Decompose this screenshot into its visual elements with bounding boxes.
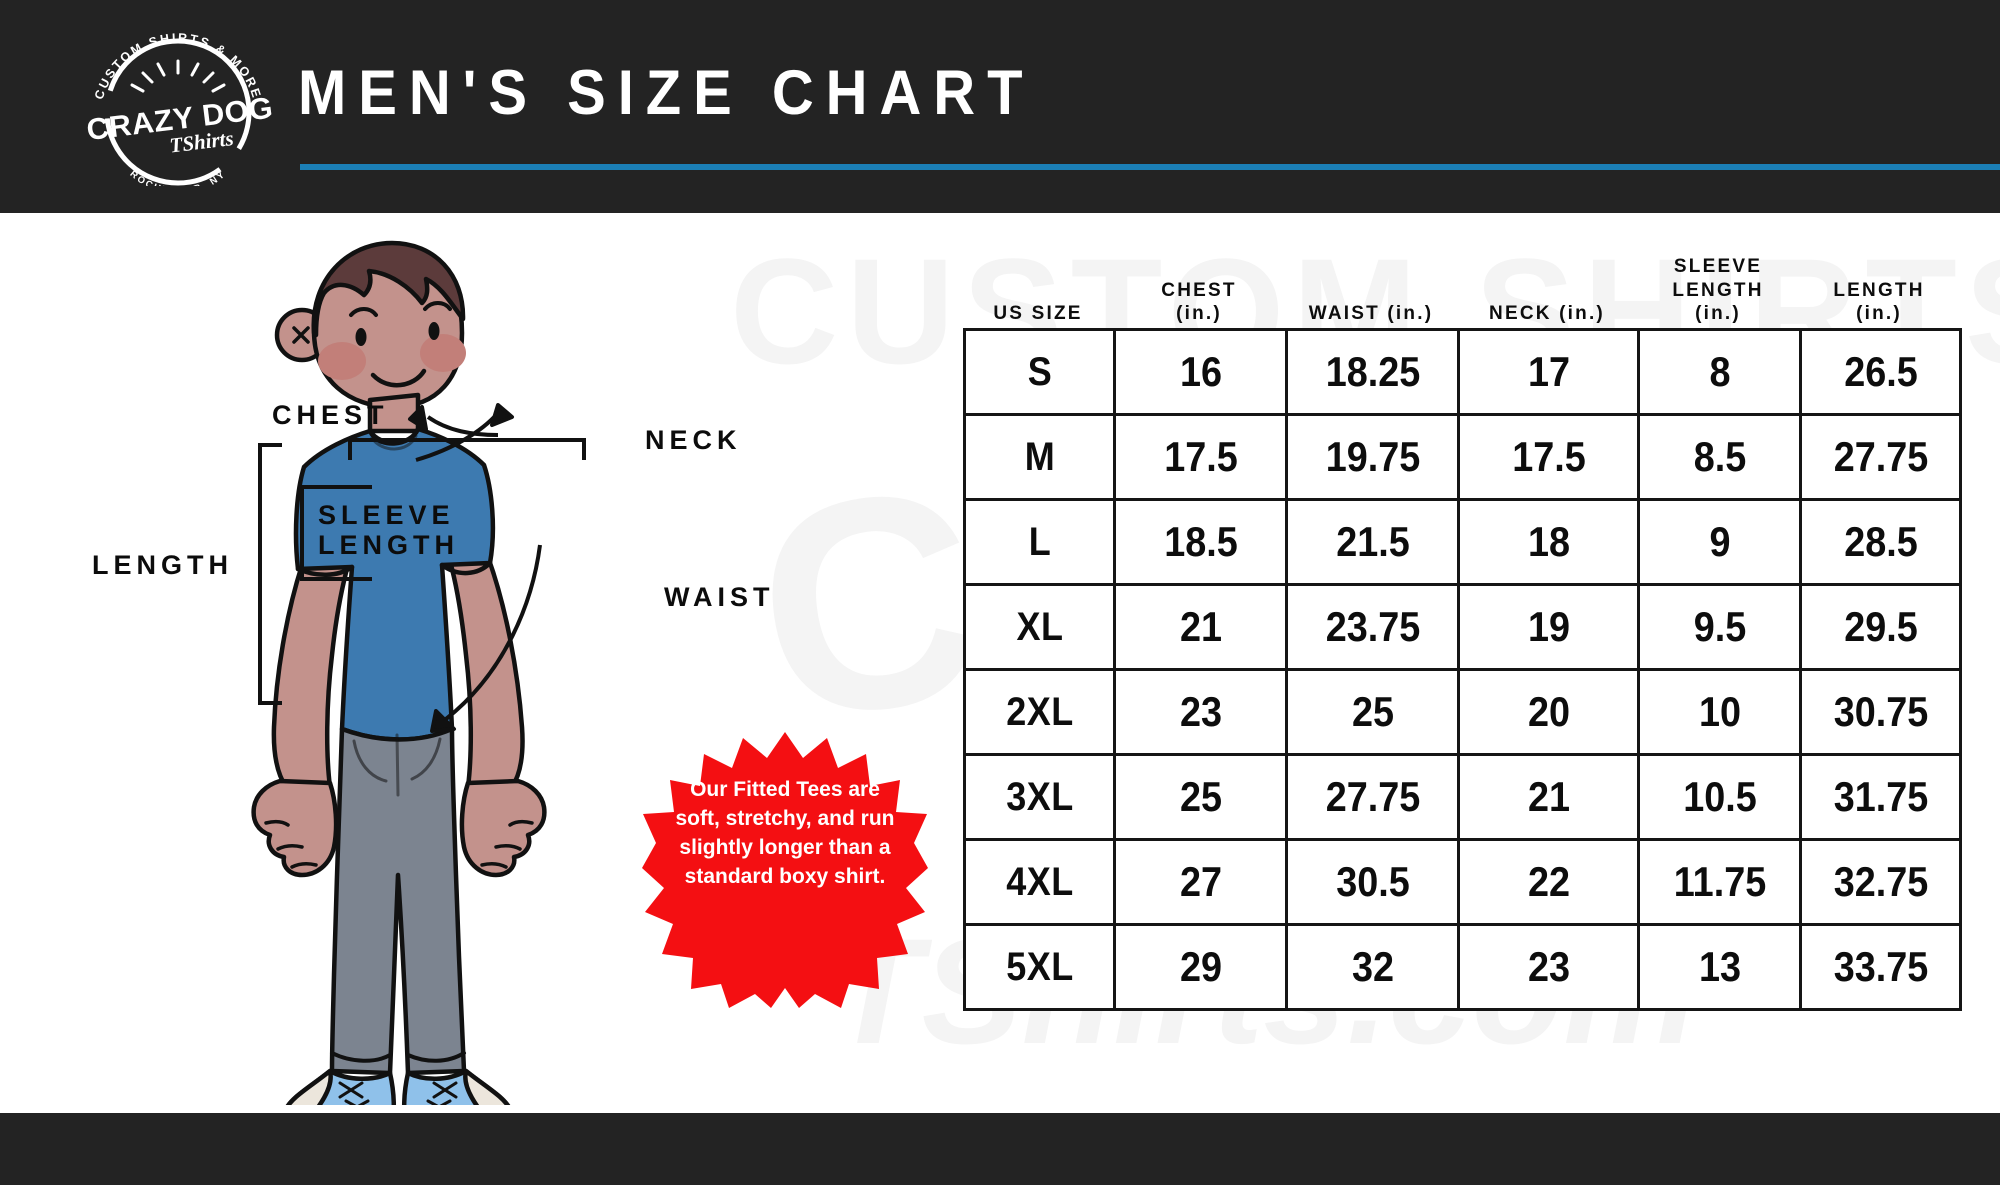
waist-arrow — [444, 544, 542, 721]
label-sleeve-length-line1: SLEEVE — [318, 500, 455, 530]
column-header-us-size: US SIZE — [993, 303, 1083, 325]
sleeve-bracket — [300, 485, 372, 581]
starburst-shape — [642, 732, 928, 1008]
cell-chest: 18.5 — [1121, 498, 1280, 586]
cell-waist: 25 — [1293, 668, 1452, 756]
cell-size: S — [970, 328, 1109, 416]
cell-neck: 18 — [1466, 498, 1631, 586]
cell-neck: 19 — [1466, 583, 1631, 671]
table-row: 2XL 23 25 20 10 30.75 — [965, 668, 1961, 756]
sleeve-arrow — [426, 415, 499, 437]
table-row: 5XL 29 32 23 13 33.75 — [965, 923, 1961, 1011]
cell-chest: 23 — [1121, 668, 1280, 756]
footer-bar — [0, 1113, 2000, 1185]
table-row: S 16 18.25 17 8 26.5 — [965, 328, 1961, 416]
header-bar: CUSTOM SHIRTS & MORE CRAZY DOG — [0, 0, 2000, 213]
column-header-length: LENGTH (in.) — [1833, 279, 1925, 325]
label-length: LENGTH — [92, 550, 233, 580]
cell-chest: 21 — [1121, 583, 1280, 671]
cell-length: 31.75 — [1807, 753, 1954, 841]
cell-size: 3XL — [970, 753, 1109, 841]
title-underline — [300, 164, 2000, 170]
cell-neck: 22 — [1466, 838, 1631, 926]
cell-chest: 17.5 — [1121, 413, 1280, 501]
column-header-neck: NECK (in.) — [1489, 303, 1605, 325]
cell-waist: 27.75 — [1293, 753, 1452, 841]
cell-neck: 17.5 — [1466, 413, 1631, 501]
fitted-tees-badge: Our Fitted Tees are soft, stretchy, and … — [640, 730, 930, 1010]
cell-waist: 19.75 — [1293, 413, 1452, 501]
label-waist: WAIST — [664, 582, 775, 612]
column-header-waist: WAIST (in.) — [1308, 303, 1434, 325]
cell-length: 29.5 — [1807, 583, 1954, 671]
cell-length: 30.75 — [1807, 668, 1954, 756]
cell-chest: 29 — [1121, 923, 1280, 1011]
cell-chest: 27 — [1121, 838, 1280, 926]
cell-waist: 21.5 — [1293, 498, 1452, 586]
starburst-polygon — [642, 732, 928, 1008]
cell-length: 27.75 — [1807, 413, 1954, 501]
size-table-body: S 16 18.25 17 8 26.5 M 17.5 19.75 17.5 8… — [965, 328, 1961, 1011]
cell-size: 2XL — [970, 668, 1109, 756]
table-row: 4XL 27 30.5 22 11.75 32.75 — [965, 838, 1961, 926]
length-bracket — [258, 443, 282, 705]
table-column-headers: US SIZE CHEST (in.) WAIST (in.) NECK (in… — [963, 240, 1959, 328]
cell-neck: 21 — [1466, 753, 1631, 841]
cell-sleeve: 9.5 — [1645, 583, 1794, 671]
cell-waist: 18.25 — [1293, 328, 1452, 416]
cell-sleeve: 13 — [1645, 923, 1794, 1011]
cell-neck: 23 — [1466, 923, 1631, 1011]
cell-length: 26.5 — [1807, 328, 1954, 416]
cell-waist: 23.75 — [1293, 583, 1452, 671]
table-row: L 18.5 21.5 18 9 28.5 — [965, 498, 1961, 586]
cell-waist: 30.5 — [1293, 838, 1452, 926]
cell-chest: 25 — [1121, 753, 1280, 841]
cell-length: 33.75 — [1807, 923, 1954, 1011]
badge-text: Our Fitted Tees are soft, stretchy, and … — [675, 778, 895, 888]
label-sleeve-length-line2: LENGTH — [318, 530, 459, 561]
cell-sleeve: 8.5 — [1645, 413, 1794, 501]
cell-sleeve: 8 — [1645, 328, 1794, 416]
cell-size: XL — [970, 583, 1109, 671]
table-row: M 17.5 19.75 17.5 8.5 27.75 — [965, 413, 1961, 501]
cell-sleeve: 9 — [1645, 498, 1794, 586]
size-table: S 16 18.25 17 8 26.5 M 17.5 19.75 17.5 8… — [963, 328, 1962, 1011]
cell-size: 5XL — [970, 923, 1109, 1011]
cell-neck: 17 — [1466, 328, 1631, 416]
cell-size: L — [970, 498, 1109, 586]
page-title: MEN'S SIZE CHART — [298, 58, 1035, 128]
label-chest: CHEST — [272, 400, 389, 430]
chest-bracket — [348, 438, 586, 460]
label-neck: NECK — [645, 425, 742, 455]
cell-length: 32.75 — [1807, 838, 1954, 926]
cell-sleeve: 10.5 — [1645, 753, 1794, 841]
cell-waist: 32 — [1293, 923, 1452, 1011]
cell-neck: 20 — [1466, 668, 1631, 756]
model-illustration — [230, 235, 690, 1105]
table-row: 3XL 25 27.75 21 10.5 31.75 — [965, 753, 1961, 841]
cell-size: 4XL — [970, 838, 1109, 926]
table-row: XL 21 23.75 19 9.5 29.5 — [965, 583, 1961, 671]
label-sleeve-length: SLEEVE LENGTH — [318, 500, 459, 560]
cell-length: 28.5 — [1807, 498, 1954, 586]
cell-sleeve: 10 — [1645, 668, 1794, 756]
column-header-chest: CHEST (in.) — [1161, 279, 1237, 325]
size-table-container: US SIZE CHEST (in.) WAIST (in.) NECK (in… — [963, 240, 1962, 1011]
cell-size: M — [970, 413, 1109, 501]
cell-sleeve: 11.75 — [1645, 838, 1794, 926]
brand-logo: CUSTOM SHIRTS & MORE CRAZY DOG — [78, 28, 278, 186]
cell-chest: 16 — [1121, 328, 1280, 416]
column-header-sleeve-length: SLEEVE LENGTH (in.) — [1672, 255, 1764, 325]
